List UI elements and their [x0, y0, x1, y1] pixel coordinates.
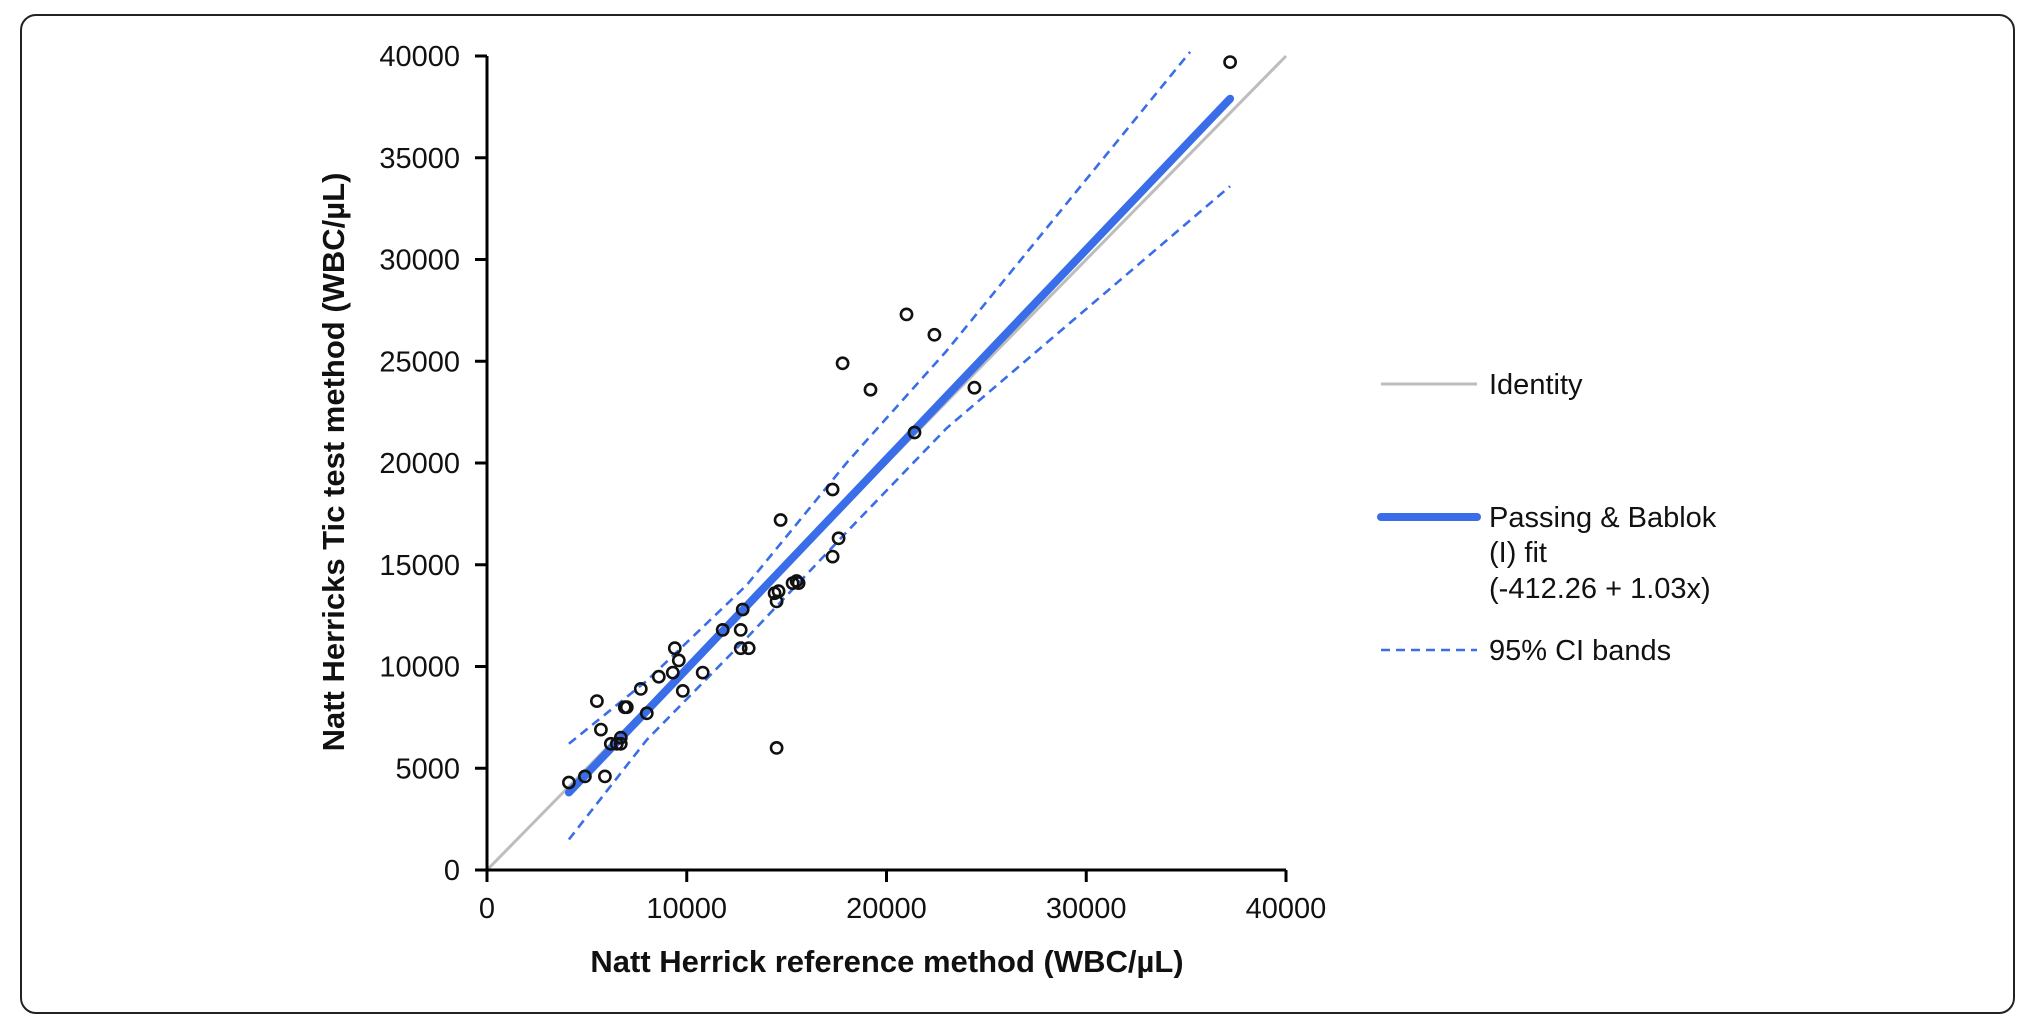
data-point	[927, 327, 942, 342]
legend-identity-label: Identity	[1489, 369, 1583, 401]
data-point	[825, 482, 840, 497]
x-axis-ticks: 0 10000 20000 30000 40000	[479, 870, 1326, 925]
ci-band-upper	[568, 51, 1192, 745]
ci-bands-layer	[567, 51, 1231, 841]
data-point	[667, 641, 682, 656]
data-point	[590, 694, 604, 708]
data-point	[835, 356, 850, 371]
data-point	[578, 769, 592, 784]
data-point	[665, 665, 680, 680]
y-tick-label: 35000	[379, 143, 460, 175]
legend: Identity Passing & Bablok (I) fit (-412.…	[1377, 369, 1717, 667]
y-tick-label: 40000	[379, 41, 460, 73]
data-point	[791, 576, 806, 590]
data-point	[1223, 55, 1237, 69]
data-point	[594, 722, 608, 737]
data-point	[771, 584, 786, 599]
data-point	[675, 684, 690, 698]
data-point	[789, 574, 804, 588]
data-point	[825, 549, 840, 564]
data-point	[613, 730, 628, 745]
data-point	[619, 700, 634, 715]
y-tick-label: 20000	[379, 448, 460, 480]
x-tick-label: 0	[479, 893, 495, 925]
y-tick-label: 15000	[379, 550, 460, 582]
legend-fit-label-line-3: (-412.26 + 1.03x)	[1489, 573, 1711, 605]
data-point	[633, 682, 648, 696]
y-axis-ticks: 0 5000 10000 15000 20000 25000 30000 35000 40000	[379, 41, 487, 887]
fit-line	[564, 94, 1235, 797]
data-point	[562, 775, 576, 790]
fit-line-layer	[564, 94, 1235, 797]
data-point	[639, 706, 654, 721]
y-tick-label: 30000	[379, 245, 460, 277]
data-point	[735, 602, 750, 617]
data-point	[671, 653, 686, 668]
data-point	[598, 769, 612, 784]
legend-fit-label-line-1: Passing & Bablok	[1489, 502, 1717, 534]
data-point	[907, 425, 922, 440]
data-point	[733, 623, 748, 637]
legend-fit-label-line-2: (I) fit	[1489, 537, 1547, 569]
y-tick-label: 0	[444, 855, 460, 887]
scatter-chart: 0 10000 20000 30000 40000 0 5000 10000 15000 200…	[316, 41, 1717, 978]
ci-band-lower	[567, 185, 1231, 841]
data-point	[899, 307, 914, 322]
data-point	[741, 641, 756, 656]
data-point	[651, 669, 666, 684]
data-point	[863, 382, 878, 397]
data-point	[613, 736, 628, 751]
y-axis-title: Natt Herricks Tic test method (WBC/µL)	[316, 173, 351, 752]
x-tick-label: 40000	[1246, 893, 1327, 925]
legend-ci-label: 95% CI bands	[1489, 635, 1671, 667]
data-point	[769, 741, 784, 755]
x-tick-label: 10000	[646, 893, 727, 925]
data-point	[831, 531, 846, 546]
data-point	[967, 380, 982, 395]
data-point	[695, 665, 710, 680]
x-tick-label: 20000	[846, 893, 927, 925]
x-tick-label: 30000	[1046, 893, 1127, 925]
x-axis-title: Natt Herrick reference method (WBC/µL)	[590, 944, 1183, 978]
y-tick-label: 10000	[379, 652, 460, 684]
data-point	[773, 513, 788, 527]
y-tick-label: 5000	[395, 753, 460, 785]
y-tick-label: 25000	[379, 346, 460, 378]
data-points-layer	[562, 55, 1237, 790]
data-point	[715, 623, 730, 637]
data-point	[733, 641, 748, 656]
